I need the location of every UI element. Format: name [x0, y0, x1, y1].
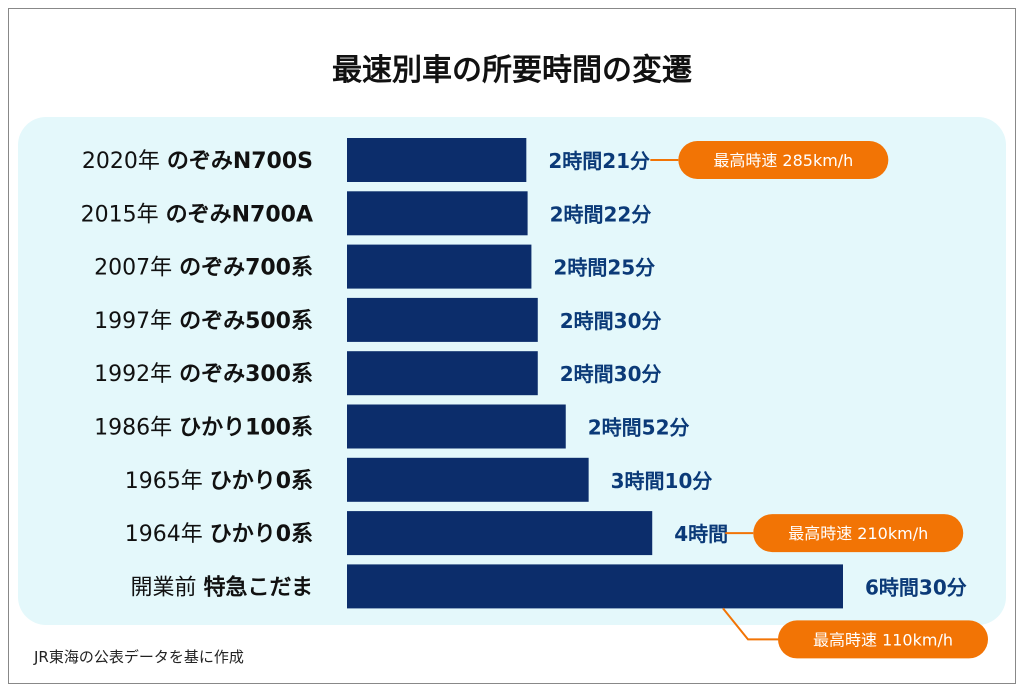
speed-callout — [778, 620, 988, 659]
bar — [347, 297, 538, 342]
category-label: 1986年 ひかり100系 — [94, 416, 313, 441]
category-label: 2007年 のぞみ700系 — [94, 256, 313, 281]
category-name: ひかり0系 — [210, 522, 313, 547]
category-year: 1992年 — [94, 362, 179, 387]
callout-connector — [722, 607, 778, 641]
bar — [347, 511, 653, 556]
category-name: のぞみ300系 — [179, 362, 313, 387]
category-year: 1964年 — [125, 522, 210, 547]
category-label: 1997年 のぞみ500系 — [94, 309, 313, 334]
value-label: 2時間52分 — [588, 416, 690, 440]
bar — [347, 244, 532, 289]
value-label: 3時間10分 — [611, 469, 713, 493]
value-label: 2時間22分 — [550, 202, 652, 226]
chart-title: 最速別車の所要時間の変遷 — [332, 53, 692, 88]
category-year: 2015年 — [81, 202, 166, 227]
category-name: 特急こだま — [203, 574, 313, 600]
category-label: 1964年 ひかり0系 — [125, 522, 313, 547]
bar — [347, 138, 527, 182]
category-year: 2020年 — [82, 149, 167, 174]
bar — [347, 351, 538, 396]
category-year: 1965年 — [125, 469, 210, 494]
bar — [347, 191, 528, 236]
category-label: 1992年 のぞみ300系 — [94, 362, 313, 387]
value-label: 6時間30分 — [865, 575, 967, 599]
category-name: のぞみ500系 — [179, 309, 313, 334]
speed-callout-text: 最高時速 285km/h — [713, 151, 853, 170]
category-year: 2007年 — [94, 256, 179, 281]
speed-callout — [678, 141, 889, 179]
category-year: 開業前 — [130, 575, 203, 600]
value-label: 2時間30分 — [560, 309, 662, 333]
category-name: ひかり100系 — [179, 416, 313, 441]
category-year: 1997年 — [94, 309, 179, 334]
category-name: ひかり0系 — [210, 469, 313, 494]
category-label: 開業前 特急こだま — [130, 574, 313, 600]
category-name: のぞみN700A — [166, 202, 313, 227]
speed-callout — [753, 514, 964, 553]
speed-callout-text: 最高時速 110km/h — [813, 630, 953, 649]
bar — [347, 404, 566, 449]
category-name: のぞみN700S — [167, 149, 313, 174]
bar — [347, 457, 589, 502]
category-label: 2020年 のぞみN700S — [82, 149, 313, 174]
bar — [347, 564, 843, 609]
category-year: 1986年 — [94, 416, 179, 441]
value-label: 2時間30分 — [560, 362, 662, 386]
speed-callout-text: 最高時速 210km/h — [788, 524, 928, 543]
value-label: 4時間 — [674, 522, 728, 546]
value-label: 2時間25分 — [553, 256, 655, 280]
category-label: 2015年 のぞみN700A — [81, 202, 313, 227]
category-label: 1965年 ひかり0系 — [125, 469, 313, 494]
source-note: JR東海の公表データを基に作成 — [33, 648, 244, 666]
value-label: 2時間21分 — [548, 149, 650, 173]
category-name: のぞみ700系 — [179, 256, 313, 281]
